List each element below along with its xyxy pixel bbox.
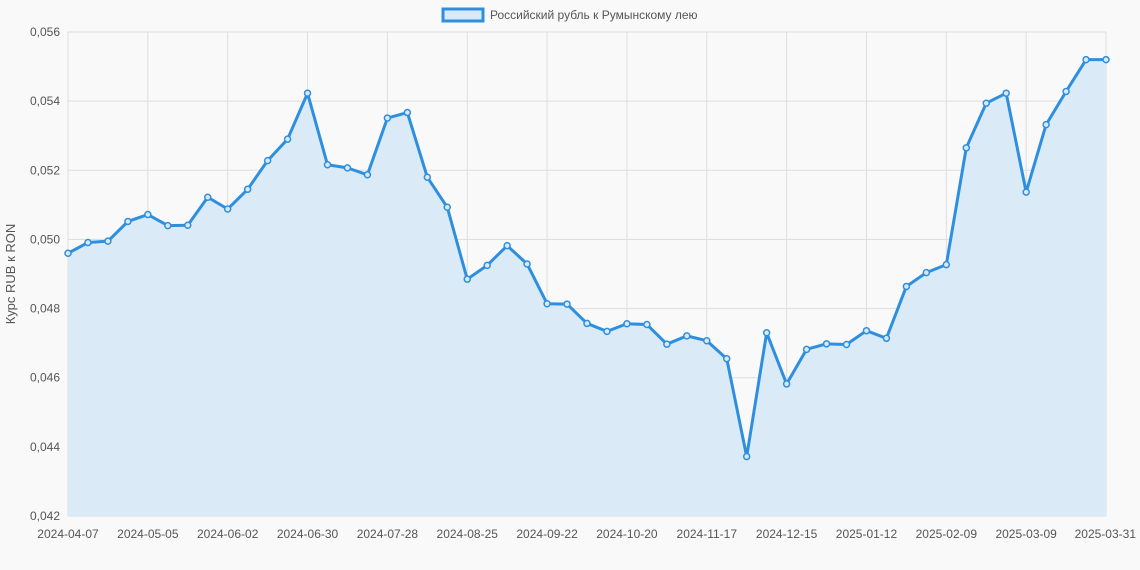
data-point[interactable] [882,334,891,343]
x-tick-label: 2024-10-20 [596,527,658,541]
data-point[interactable] [623,320,631,328]
y-tick-label: 0,042 [30,509,60,523]
data-point[interactable] [722,354,731,363]
data-point[interactable] [443,203,452,212]
x-tick-label: 2025-01-12 [836,527,898,541]
data-point[interactable] [144,210,152,219]
y-tick-label: 0,046 [30,371,60,385]
data-point[interactable] [104,237,112,245]
data-point[interactable] [762,329,771,337]
x-tick-label: 2024-11-17 [677,527,738,541]
data-point[interactable] [503,241,511,250]
data-point[interactable] [703,336,711,345]
data-point[interactable] [164,221,172,230]
data-point[interactable] [263,156,272,165]
data-point[interactable] [1042,120,1050,129]
x-tick-label: 2025-02-09 [916,527,978,541]
data-points-layer [64,55,1110,461]
data-point[interactable] [663,340,671,348]
data-point[interactable] [1022,188,1030,196]
x-tick-label: 2024-06-30 [277,527,339,541]
data-point[interactable] [842,340,851,349]
data-point[interactable] [124,217,132,226]
data-point[interactable] [463,275,471,283]
data-point[interactable] [423,173,432,181]
data-point[interactable] [902,282,911,291]
y-axis-tick-labels: 0,042 0,044 0,046 0,048 0,050 0,052 0,054 0,056 [30,25,60,523]
data-point[interactable] [603,327,611,336]
data-point[interactable] [802,345,811,354]
data-point[interactable] [283,135,292,143]
x-tick-label: 2024-06-02 [197,527,259,541]
data-point[interactable] [64,249,72,258]
data-point[interactable] [84,238,92,247]
x-tick-label: 2024-08-25 [437,527,499,541]
data-point[interactable] [243,185,252,194]
y-tick-label: 0,054 [30,94,60,108]
data-point[interactable] [483,261,491,270]
x-tick-label: 2024-09-22 [516,527,578,541]
data-point[interactable] [1002,89,1010,97]
data-point[interactable] [563,300,571,308]
data-point[interactable] [1062,87,1070,96]
data-point[interactable] [203,193,212,202]
data-point[interactable] [962,144,971,152]
data-point[interactable] [1082,55,1090,64]
area-fill-layer [68,59,1106,517]
y-axis-title: Курс RUB к RON [3,224,18,325]
data-point[interactable] [303,89,312,97]
legend-label[interactable]: Российский рубль к Румынскому лею [490,8,698,22]
data-point[interactable] [982,99,990,107]
x-tick-label: 2024-07-28 [357,527,419,541]
y-tick-label: 0,050 [30,232,60,246]
x-axis-tick-labels: 2024-04-07 2024-05-05 2024-06-02 2024-06-30… [37,527,1136,541]
x-tick-label: 2024-12-15 [756,527,818,541]
y-tick-label: 0,056 [30,25,60,39]
data-point[interactable] [223,205,232,213]
data-point[interactable] [323,161,332,169]
x-tick-label: 2024-05-05 [117,527,179,541]
data-point[interactable] [523,260,531,268]
legend-swatch[interactable] [441,7,485,23]
data-point[interactable] [942,260,951,269]
data-point[interactable] [822,340,831,348]
data-point[interactable] [184,221,192,230]
y-tick-label: 0,044 [30,440,60,454]
data-point[interactable] [683,332,691,340]
data-point[interactable] [862,326,871,335]
data-point[interactable] [403,108,412,117]
legend[interactable]: Российский рубль к Румынскому лею [441,7,698,23]
y-tick-label: 0,052 [30,163,60,177]
x-tick-label: 2025-03-31 [1075,527,1137,541]
data-point[interactable] [643,320,651,329]
data-point[interactable] [363,171,372,179]
data-point[interactable] [543,299,551,308]
data-point[interactable] [922,268,931,277]
data-point[interactable] [383,114,392,122]
data-point[interactable] [583,319,591,328]
data-point[interactable] [1102,55,1110,64]
series-area [68,59,1106,517]
x-tick-label: 2025-03-09 [995,527,1057,541]
data-point[interactable] [782,380,791,388]
y-tick-label: 0,048 [30,302,60,316]
x-tick-label: 2024-04-07 [37,527,99,541]
data-point[interactable] [343,164,352,172]
data-point[interactable] [742,452,751,461]
